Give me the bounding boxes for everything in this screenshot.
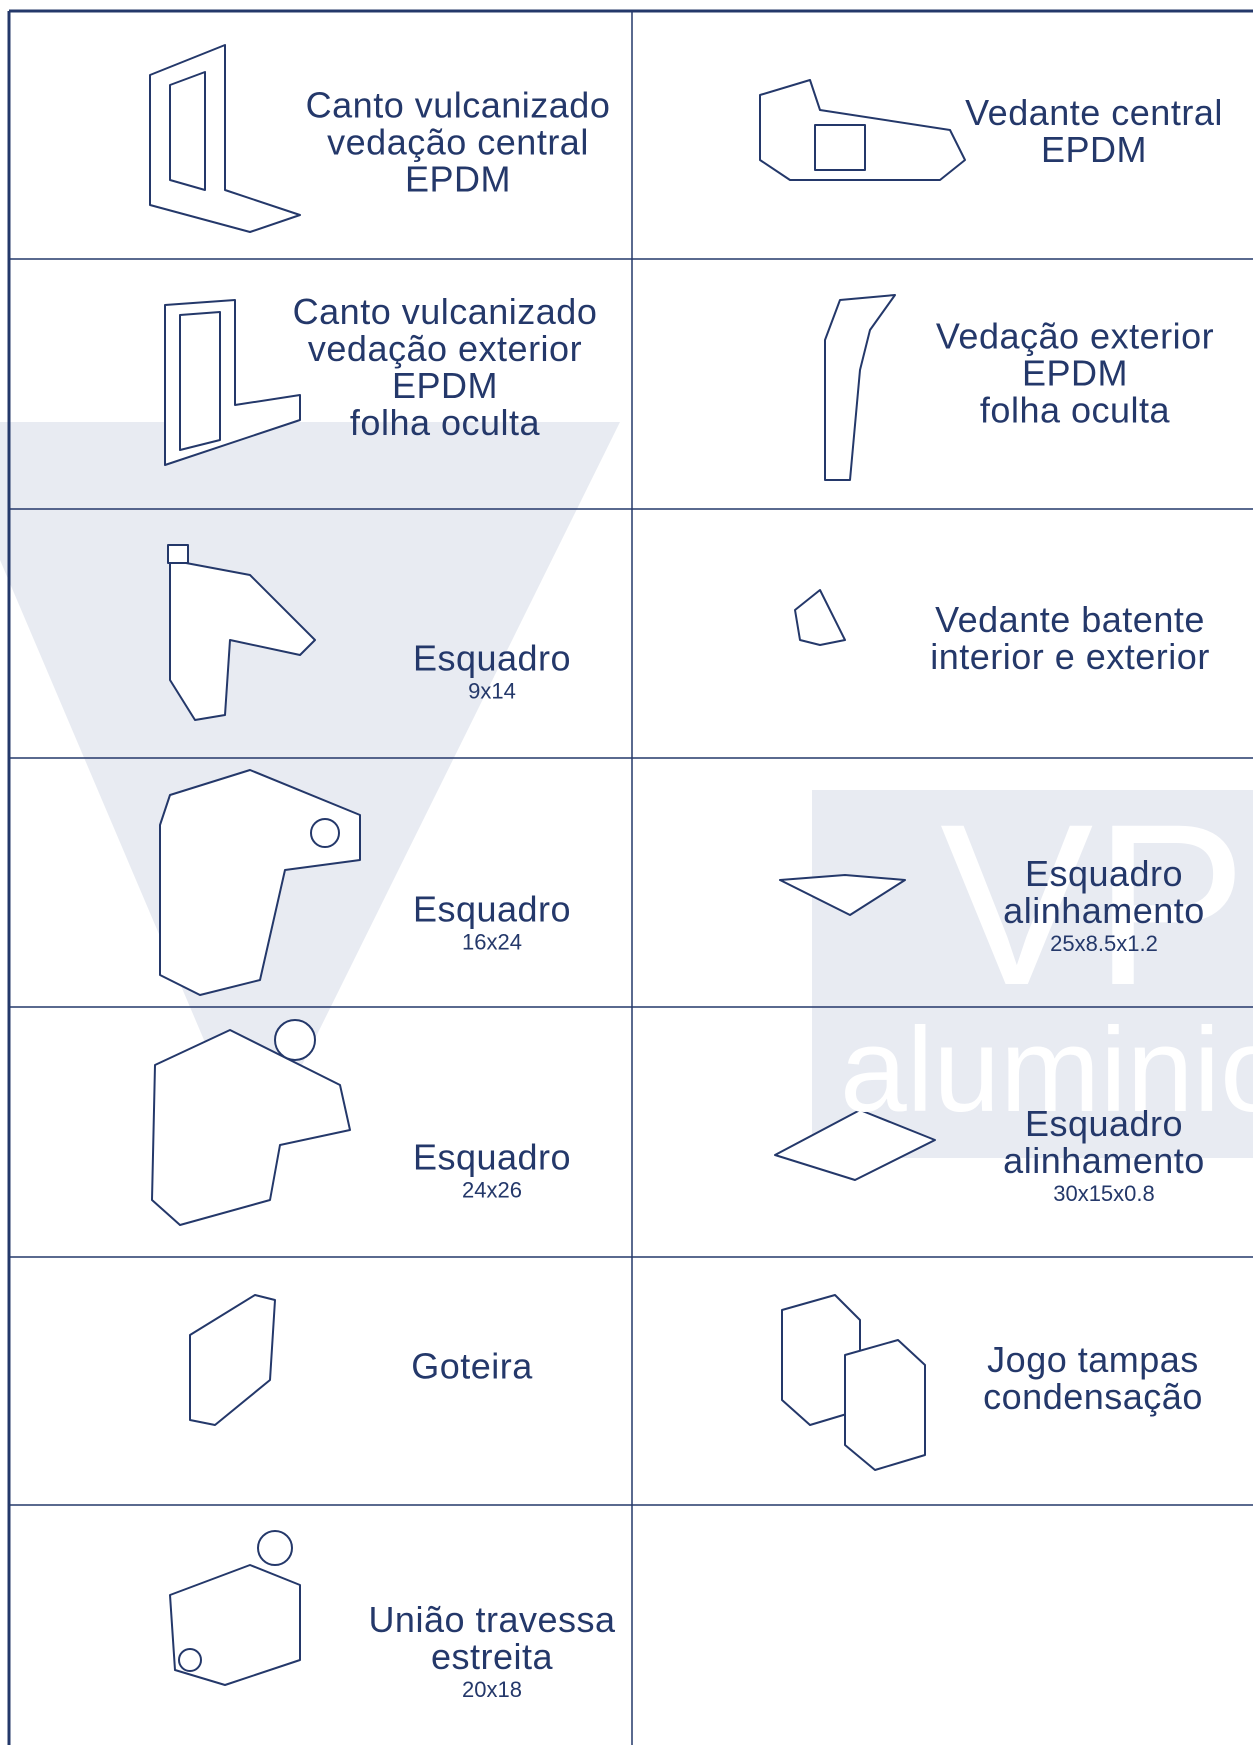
product-size: 20x18 xyxy=(462,1677,522,1702)
product-name-line: Esquadro xyxy=(412,1136,572,1178)
product-name-line: Esquadro xyxy=(412,888,572,930)
product-name-line: EPDM xyxy=(1040,129,1148,170)
product-name-line: Goteira xyxy=(411,1345,533,1387)
product-label: Esquadro 9x14 xyxy=(413,640,571,707)
product-name-line: alinhamento xyxy=(1003,1140,1205,1181)
watermark-v xyxy=(0,422,620,1160)
product-label: Vedante central EPDM xyxy=(965,94,1223,168)
product-size: 30x15x0.8 xyxy=(1053,1181,1155,1206)
product-name-line: folha oculta xyxy=(979,389,1171,431)
product-name-line: vedação exterior xyxy=(307,328,583,369)
product-label: Esquadro 16x24 xyxy=(413,891,571,958)
product-label: Jogo tampas condensação xyxy=(983,1341,1203,1415)
product-name-line: estreita xyxy=(430,1636,554,1677)
product-name-line: União travessa xyxy=(368,1599,616,1640)
product-label: Canto vulcanizado vedação exterior EPDM fol… xyxy=(293,293,598,441)
product-size: 16x24 xyxy=(462,929,522,955)
product-name-line: folha oculta xyxy=(349,402,541,443)
product-label: União travessa estreita 20x18 xyxy=(368,1601,615,1705)
product-size: 9x14 xyxy=(468,678,516,704)
product-name-line: Vedação exterior xyxy=(935,315,1215,357)
product-name-line: Canto vulcanizado xyxy=(305,84,611,126)
grid xyxy=(7,9,1253,1745)
product-name-line: Esquadro xyxy=(412,637,572,679)
product-icons xyxy=(149,44,966,1686)
product-name-line: condensação xyxy=(983,1376,1203,1417)
product-size: 25x8.5x1.2 xyxy=(1050,931,1158,956)
product-name-line: EPDM xyxy=(1021,352,1128,394)
product-name-line: vedação central xyxy=(327,121,589,163)
product-name-line: interior e exterior xyxy=(930,636,1210,677)
product-name-line: Jogo tampas xyxy=(987,1339,1199,1380)
product-label: Esquadro alinhamento 25x8.5x1.2 xyxy=(1003,855,1205,959)
product-name-line: Vedante central xyxy=(965,92,1223,133)
product-name-line: EPDM xyxy=(391,365,499,406)
product-label: Vedação exterior EPDM folha oculta xyxy=(936,318,1214,429)
product-label: Goteira xyxy=(411,1348,533,1385)
watermark-brand: VP xyxy=(940,776,1247,1033)
watermark-word: aluminio xyxy=(840,1003,1253,1137)
product-label: Canto vulcanizado vedação central EPDM xyxy=(306,87,611,198)
product-label: Vedante batente interior e exterior xyxy=(930,601,1210,675)
product-name-line: EPDM xyxy=(404,158,512,200)
product-name-line: Esquadro xyxy=(1024,853,1184,894)
product-name-line: alinhamento xyxy=(1003,890,1205,931)
watermark-box xyxy=(812,790,1253,1158)
product-name-line: Canto vulcanizado xyxy=(292,291,598,332)
product-label: Esquadro 24x26 xyxy=(413,1139,571,1206)
product-label: Esquadro alinhamento 30x15x0.8 xyxy=(1003,1105,1205,1209)
product-name-line: Vedante batente xyxy=(935,599,1205,640)
product-size: 24x26 xyxy=(462,1177,522,1203)
product-name-line: Esquadro xyxy=(1024,1103,1184,1144)
